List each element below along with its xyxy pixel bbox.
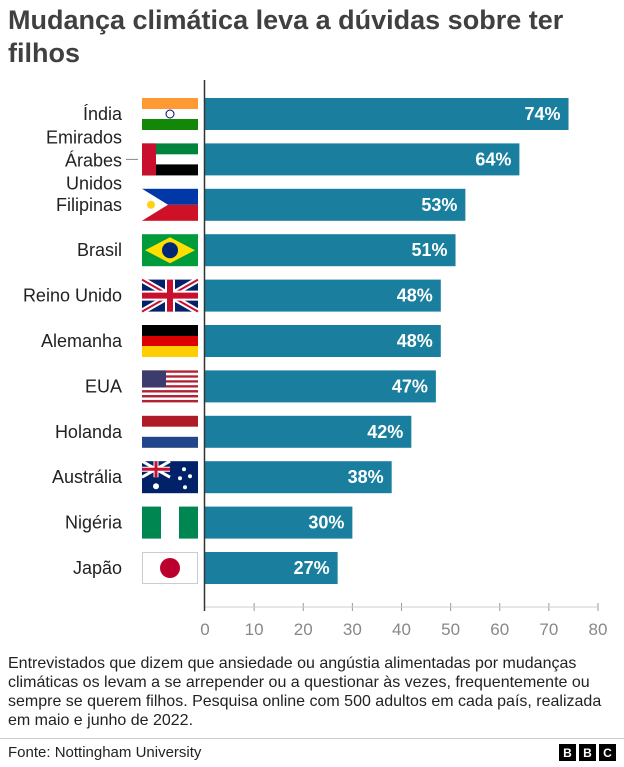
brazil-flag-icon [142,234,198,267]
category-label: Holanda [55,422,123,442]
category-label: Índia [83,104,123,124]
bar [205,98,569,130]
x-tick-label: 60 [490,620,509,639]
logo-letter: C [599,744,616,761]
australia-flag-icon [141,459,198,494]
value-label: 27% [294,558,330,578]
logo-letter: B [579,744,596,761]
japan-flag-icon [142,552,198,584]
chart-title: Mudança climática leva a dúvidas sobre t… [8,5,564,68]
x-tick-label: 40 [392,620,411,639]
x-tick-label: 70 [539,620,558,639]
bar [205,188,466,221]
category-label: Brasil [77,240,122,260]
x-tick-label: 30 [343,620,362,639]
netherlands-flag-icon [142,415,198,448]
x-tick-label: 0 [200,620,209,639]
value-label: 64% [475,149,511,169]
uae-flag-icon [142,143,198,176]
bar [205,143,520,176]
bar-chart: 0 10 20 30 40 50 60 70 80 74% Índia 64% Emirados Árab… [23,80,608,639]
category-label: Nigéria [65,513,123,533]
uk-flag-icon [140,276,200,315]
category-label: Alemanha [41,331,123,351]
x-tick-label: 50 [441,620,460,639]
value-label: 30% [308,513,344,533]
value-label: 53% [421,195,457,215]
logo-letter: B [559,744,576,761]
x-tick-label: 80 [589,620,608,639]
category-label: EUA [85,376,122,396]
x-tick-label: 20 [294,620,313,639]
value-label: 48% [397,331,433,351]
value-label: 74% [524,104,560,124]
value-label: 42% [367,422,403,442]
value-label: 48% [397,286,433,306]
bar [205,325,441,357]
nigeria-flag-icon [142,506,198,539]
usa-flag-icon [142,370,198,403]
bar [205,461,392,494]
x-tick-label: 10 [245,620,264,639]
value-label: 47% [392,376,428,396]
value-label: 51% [412,240,448,260]
category-label: Austrália [52,467,123,487]
bbc-logo: B B C [559,744,616,761]
bar [205,415,412,448]
philippines-flag-icon [142,188,198,221]
footer-divider [0,738,624,739]
category-label: Filipinas [56,195,122,215]
bar [205,279,441,312]
source-text: Fonte: Nottingham University [8,744,202,761]
bar [205,234,456,267]
category-label: Reino Unido [23,286,122,306]
germany-flag-icon [142,325,198,357]
category-label: Japão [73,558,122,578]
bar [205,370,436,403]
chart-note: Entrevistados que dizem que ansiedade ou… [8,655,602,729]
category-label: Emirados Árabes Unidos [46,127,122,193]
value-label: 38% [348,467,384,487]
bar [205,506,353,539]
bar [205,552,338,584]
india-flag-icon [142,98,198,130]
